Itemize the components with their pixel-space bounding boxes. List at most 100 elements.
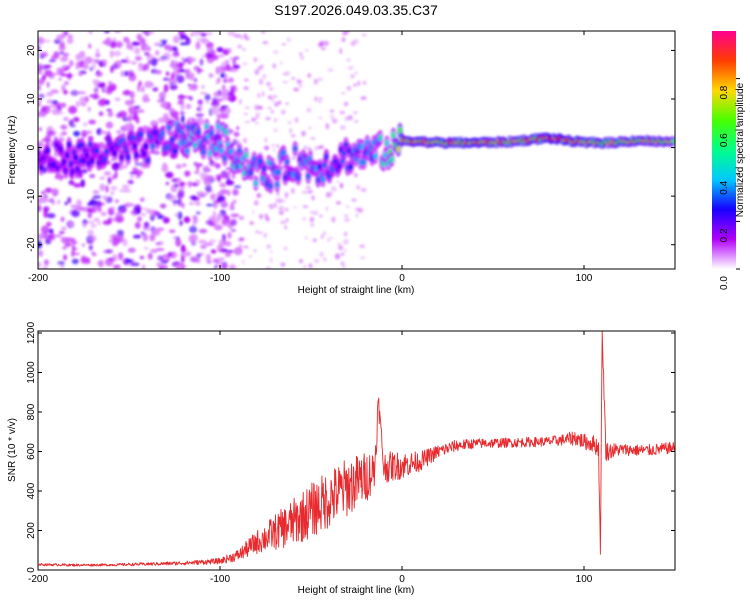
spectrogram-noise-blob <box>258 78 264 85</box>
spectrogram-noise-blob <box>344 231 348 237</box>
spectrogram-noise-blob <box>53 72 62 75</box>
spectrogram-noise-blob <box>110 191 115 196</box>
spectrogram-noise-blob <box>81 243 86 247</box>
spectrogram-noise-blob <box>116 129 122 134</box>
spectrogram-noise-blob <box>88 244 93 251</box>
spectrogram-noise-blob <box>322 257 327 262</box>
spectrogram-noise-blob <box>194 201 201 206</box>
spectrogram-ridge-blob <box>204 123 209 130</box>
spectrogram-noise-blob <box>149 234 156 242</box>
spectrogram-image <box>38 31 675 269</box>
spectrogram-noise-blob <box>159 203 167 209</box>
spectrogram-noise-blob <box>152 87 159 92</box>
spectrogram-noise-blob <box>339 182 344 189</box>
spectrogram-noise-blob <box>232 58 237 66</box>
spectrogram-noise-blob <box>261 31 266 34</box>
spectrogram-noise-blob <box>165 71 170 76</box>
spectrogram-noise-blob <box>42 266 48 269</box>
spectrogram-ridge-blob <box>229 147 234 155</box>
spectrogram-noise-blob <box>238 215 245 221</box>
spectrogram-noise-blob <box>137 216 142 222</box>
spectrogram-noise-blob <box>61 237 71 244</box>
spectrogram-noise-blob <box>155 247 165 252</box>
spectrogram-noise-blob <box>64 242 72 247</box>
spectrogram-noise-blob <box>333 189 337 192</box>
spectrogram-ridge-blob <box>160 130 165 137</box>
spectrogram-noise-blob <box>179 34 184 41</box>
spectrogram-noise-blob <box>92 62 96 70</box>
spectrogram-noise-blob <box>165 181 170 186</box>
spectrogram-noise-blob <box>340 252 345 256</box>
spectrogram-noise-blob <box>139 207 149 211</box>
spectrogram-noise-blob <box>214 93 219 97</box>
spectrogram-ridge-blob <box>209 129 214 137</box>
spectrogram-noise-blob <box>336 180 340 183</box>
spectrogram-ridge-blob <box>173 147 178 155</box>
spectrogram-noise-blob <box>164 44 172 51</box>
spectrogram-noise-blob <box>340 261 345 266</box>
spectrogram-noise-blob <box>137 65 144 72</box>
snr-x-tick-label: -200 <box>28 574 48 585</box>
spectrogram-noise-blob <box>90 223 97 228</box>
spectrogram-noise-blob <box>251 117 257 122</box>
spectrogram-noise-blob <box>82 63 89 70</box>
spectrogram-noise-blob <box>171 51 180 58</box>
snr-x-tick-label: 0 <box>399 574 405 585</box>
spectrogram-noise-blob <box>92 190 100 195</box>
spectrogram-noise-blob <box>114 170 118 179</box>
spectrogram-noise-blob <box>254 121 259 125</box>
spectrogram-noise-blob <box>327 67 334 73</box>
spectrogram-noise-blob <box>323 230 326 236</box>
spectrogram-noise-blob <box>42 39 51 43</box>
spectrogram-noise-blob <box>169 251 178 259</box>
spectrogram-ridge-blob <box>94 147 100 155</box>
spectrogram-noise-blob <box>89 94 93 98</box>
spectrogram-ridge-blob <box>243 151 249 159</box>
spectrogram-noise-blob <box>337 245 344 251</box>
spectrogram-noise-blob <box>260 64 264 70</box>
spectrogram-noise-blob <box>269 87 274 91</box>
spectrogram-noise-blob <box>254 58 258 61</box>
spectrogram-noise-blob <box>177 61 184 69</box>
spectrogram-noise-blob <box>41 74 46 81</box>
spectrogram-noise-blob <box>53 51 60 60</box>
spectrogram-noise-blob <box>206 46 214 54</box>
spectrogram-noise-blob <box>43 207 49 213</box>
spectrogram-ridge-blob <box>166 124 172 131</box>
spectrogram-noise-blob <box>205 52 213 59</box>
spectrogram-noise-blob <box>199 91 208 95</box>
spectrogram-noise-blob <box>242 137 248 144</box>
spectrogram-noise-blob <box>125 259 133 264</box>
spectrogram-noise-blob <box>210 249 217 254</box>
spectrogram-noise-blob <box>71 209 80 218</box>
spectrogram-noise-blob <box>134 162 143 166</box>
snr-x-tick-label: 100 <box>576 574 593 585</box>
spectrogram-noise-blob <box>121 184 130 190</box>
spectrogram-noise-blob <box>77 71 83 77</box>
spectrogram-ridge-blob <box>70 168 75 176</box>
spectrogram-noise-blob <box>95 58 99 64</box>
spectrogram-noise-blob <box>284 207 289 212</box>
spectrogram-noise-blob <box>147 60 151 65</box>
spectrogram-noise-blob <box>93 217 100 222</box>
spectrogram-noise-blob <box>274 101 279 107</box>
spectrogram-noise-blob <box>341 92 346 95</box>
spectrogram-noise-blob <box>164 172 173 177</box>
spectrogram-noise-blob <box>220 170 228 179</box>
spectrogram-noise-blob <box>62 246 68 250</box>
spectrogram-noise-blob <box>88 43 92 49</box>
spectrogram-frame <box>37 30 676 270</box>
spectrogram-noise-blob <box>154 69 163 75</box>
spectrogram-noise-blob <box>285 70 291 76</box>
spectrogram-noise-blob <box>112 236 121 245</box>
spectrogram-noise-blob <box>67 34 73 38</box>
spectrogram-noise-blob <box>225 80 231 83</box>
spectrogram-noise-blob <box>339 48 343 54</box>
spectrogram-ridge-blob <box>383 152 388 159</box>
spectrogram-noise-blob <box>61 125 68 130</box>
spectrogram-noise-blob <box>360 188 367 192</box>
spectrogram-noise-blob <box>182 248 187 252</box>
spectrogram-noise-blob <box>162 113 169 121</box>
spectrogram-ridge-blob <box>389 155 395 163</box>
